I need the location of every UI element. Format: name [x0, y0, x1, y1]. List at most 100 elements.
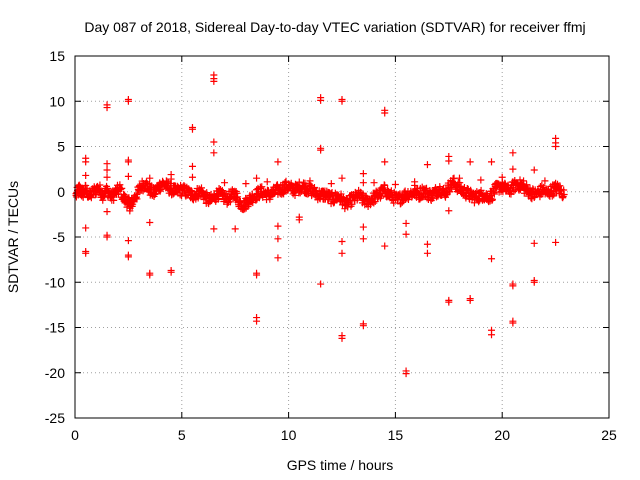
outlier-point [530, 166, 538, 174]
outlier-point [221, 179, 229, 187]
outlier-point [423, 161, 431, 169]
outlier-point [509, 149, 517, 157]
band-point [184, 189, 192, 197]
outlier-point [520, 177, 528, 185]
y-tick-label: -10 [45, 274, 65, 290]
outlier-point [317, 96, 325, 104]
outlier-point [381, 109, 389, 117]
band-point [75, 185, 83, 193]
band-point [488, 195, 496, 203]
band-point [188, 191, 196, 199]
outlier-point [317, 280, 325, 288]
outlier-point [188, 173, 196, 181]
outlier-point [274, 235, 282, 243]
band-point [470, 193, 478, 201]
band-point [505, 187, 513, 195]
outlier-point [466, 158, 474, 166]
band-point [453, 182, 461, 190]
band-point [445, 183, 453, 191]
band-point [300, 182, 308, 190]
band-point [535, 189, 543, 197]
outlier-point [359, 170, 367, 178]
band-point [193, 190, 201, 198]
outlier-point [146, 219, 154, 227]
band-point [516, 176, 524, 184]
band-point [475, 192, 483, 200]
outlier-point [306, 177, 314, 185]
outlier-point [317, 146, 325, 154]
band-point [210, 194, 218, 202]
outlier-point [124, 158, 132, 166]
outlier-point [124, 172, 132, 180]
outlier-point [411, 181, 419, 189]
band-point [496, 182, 504, 190]
band-point [151, 190, 159, 198]
outlier-point [488, 255, 496, 263]
outlier-point [498, 173, 506, 181]
band-point [301, 179, 309, 187]
band-point [351, 194, 359, 202]
outlier-point [103, 104, 111, 112]
band-point [227, 192, 235, 200]
band-point [539, 186, 547, 194]
band-point [171, 188, 179, 196]
outlier-point [274, 254, 282, 262]
outlier-point [466, 296, 474, 304]
band-point [94, 184, 102, 192]
band-point [154, 183, 162, 191]
outlier-point [188, 125, 196, 133]
y-tick-label: -15 [45, 320, 65, 336]
outlier-point [381, 158, 389, 166]
x-tick-label: 15 [388, 427, 404, 443]
axis-ticks: 0 5 10 15 20 25 15 10 5 0 -5 -10 -15 -20 -25 [45, 48, 617, 443]
x-tick-label: 10 [281, 427, 297, 443]
outlier-point [124, 237, 132, 245]
outlier-point [82, 224, 90, 232]
outlier-point [509, 319, 517, 327]
band-point [304, 185, 312, 193]
band-point [231, 190, 239, 198]
band-point [441, 190, 449, 198]
band-point [548, 192, 556, 200]
outlier-point [146, 174, 154, 182]
outlier-point [338, 97, 346, 105]
band-point [280, 190, 288, 198]
outlier-point [359, 235, 367, 243]
band-point [120, 195, 128, 203]
outlier-point [552, 238, 560, 246]
outlier-point [103, 173, 111, 181]
chart-title: Day 087 of 2018, Sidereal Day-to-day VTE… [84, 19, 585, 35]
band-point [389, 193, 397, 201]
band-point [146, 186, 154, 194]
band-point [547, 187, 555, 195]
band-point [436, 185, 444, 193]
outlier-point [210, 225, 218, 233]
band-point [129, 197, 137, 205]
band-point [133, 190, 141, 198]
outlier-point [488, 331, 496, 339]
band-point [338, 196, 346, 204]
band-point [167, 185, 175, 193]
outlier-point [402, 370, 410, 378]
band-point [287, 184, 295, 192]
band-point [258, 183, 266, 191]
outlier-point [327, 180, 335, 188]
band-point [240, 201, 248, 209]
outlier-point [146, 271, 154, 279]
band-point [334, 192, 342, 200]
grid-lines [75, 56, 609, 418]
x-tick-label: 25 [601, 427, 617, 443]
band-point [107, 193, 115, 201]
band-point [235, 199, 243, 207]
outlier-point [82, 171, 90, 179]
outlier-point [210, 77, 218, 85]
band-point [159, 180, 167, 188]
band-point [317, 191, 325, 199]
outlier-point [509, 165, 517, 173]
band-point [90, 187, 98, 195]
outlier-point [423, 240, 431, 248]
outlier-point [103, 208, 111, 216]
outlier-point [210, 138, 218, 146]
outlier-point [103, 233, 111, 241]
